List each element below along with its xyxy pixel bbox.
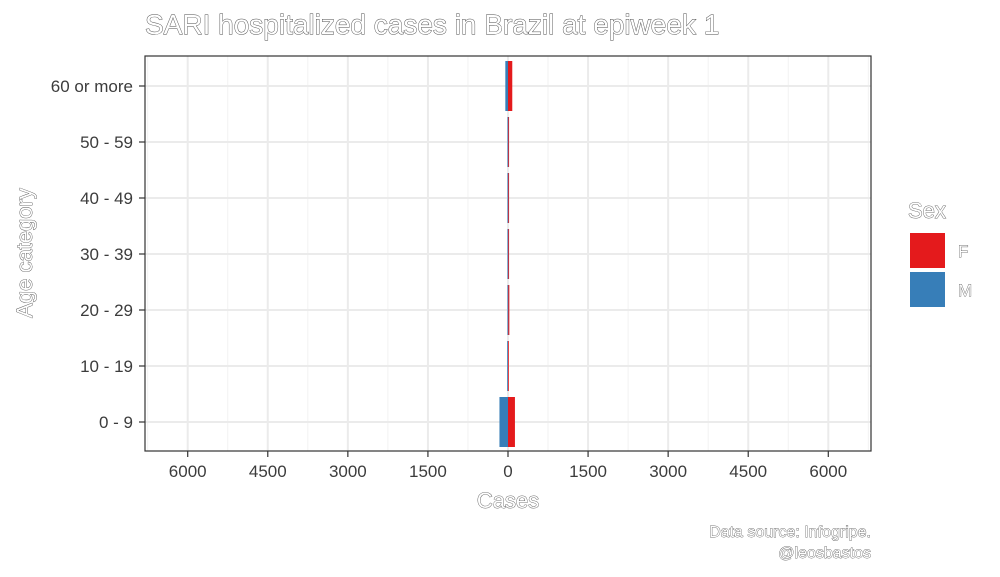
caption-source: Data source: Infogripe. — [709, 524, 871, 541]
bar-f-5 — [508, 117, 510, 167]
bar-m-0 — [499, 397, 508, 447]
bar-m-6 — [505, 61, 508, 111]
legend: Sex F M — [908, 198, 973, 307]
x-tick-label: 1500 — [569, 462, 607, 481]
y-tick-label: 30 - 39 — [80, 245, 133, 264]
bar-f-0 — [508, 397, 515, 447]
bar-f-3 — [508, 229, 510, 279]
bar-m-3 — [507, 229, 509, 279]
bars — [499, 61, 515, 447]
y-tick-label: 40 - 49 — [80, 189, 133, 208]
x-tick-label: 3000 — [329, 462, 367, 481]
bar-m-1 — [507, 341, 508, 391]
y-tick-labels: 0 - 9 10 - 19 20 - 29 30 - 39 40 - 49 50 - 59… — [51, 77, 145, 432]
legend-title: Sex — [908, 198, 946, 223]
y-tick-label: 60 or more — [51, 77, 133, 96]
y-tick-label: 50 - 59 — [80, 133, 133, 152]
y-tick-label: 10 - 19 — [80, 357, 133, 376]
bar-m-5 — [507, 117, 509, 167]
bar-m-2 — [507, 285, 509, 335]
chart-title: SARI hospitalized cases in Brazil at epi… — [145, 9, 719, 40]
bar-m-4 — [507, 173, 509, 223]
y-tick-label: 0 - 9 — [99, 413, 133, 432]
x-tick-label: 0 — [503, 462, 512, 481]
x-tick-label: 3000 — [649, 462, 687, 481]
x-tick-label: 6000 — [809, 462, 847, 481]
legend-swatch-f — [910, 233, 945, 268]
legend-label-m: M — [958, 281, 972, 300]
x-tick-label: 1500 — [409, 462, 447, 481]
legend-swatch-m — [910, 272, 945, 307]
legend-label-f: F — [958, 242, 968, 261]
bar-f-2 — [508, 285, 510, 335]
x-axis-title: Cases — [477, 488, 539, 513]
bar-f-1 — [508, 341, 509, 391]
bar-f-4 — [508, 173, 510, 223]
y-axis-title: Age category — [12, 188, 37, 318]
x-tick-label: 4500 — [729, 462, 767, 481]
x-tick-label: 6000 — [169, 462, 207, 481]
x-tick-labels: 6000 4500 3000 1500 0 1500 3000 4500 6000 — [169, 451, 847, 481]
x-tick-label: 4500 — [249, 462, 287, 481]
bar-f-6 — [508, 61, 513, 111]
caption-author: @leosbastos — [778, 545, 871, 562]
y-tick-label: 20 - 29 — [80, 301, 133, 320]
